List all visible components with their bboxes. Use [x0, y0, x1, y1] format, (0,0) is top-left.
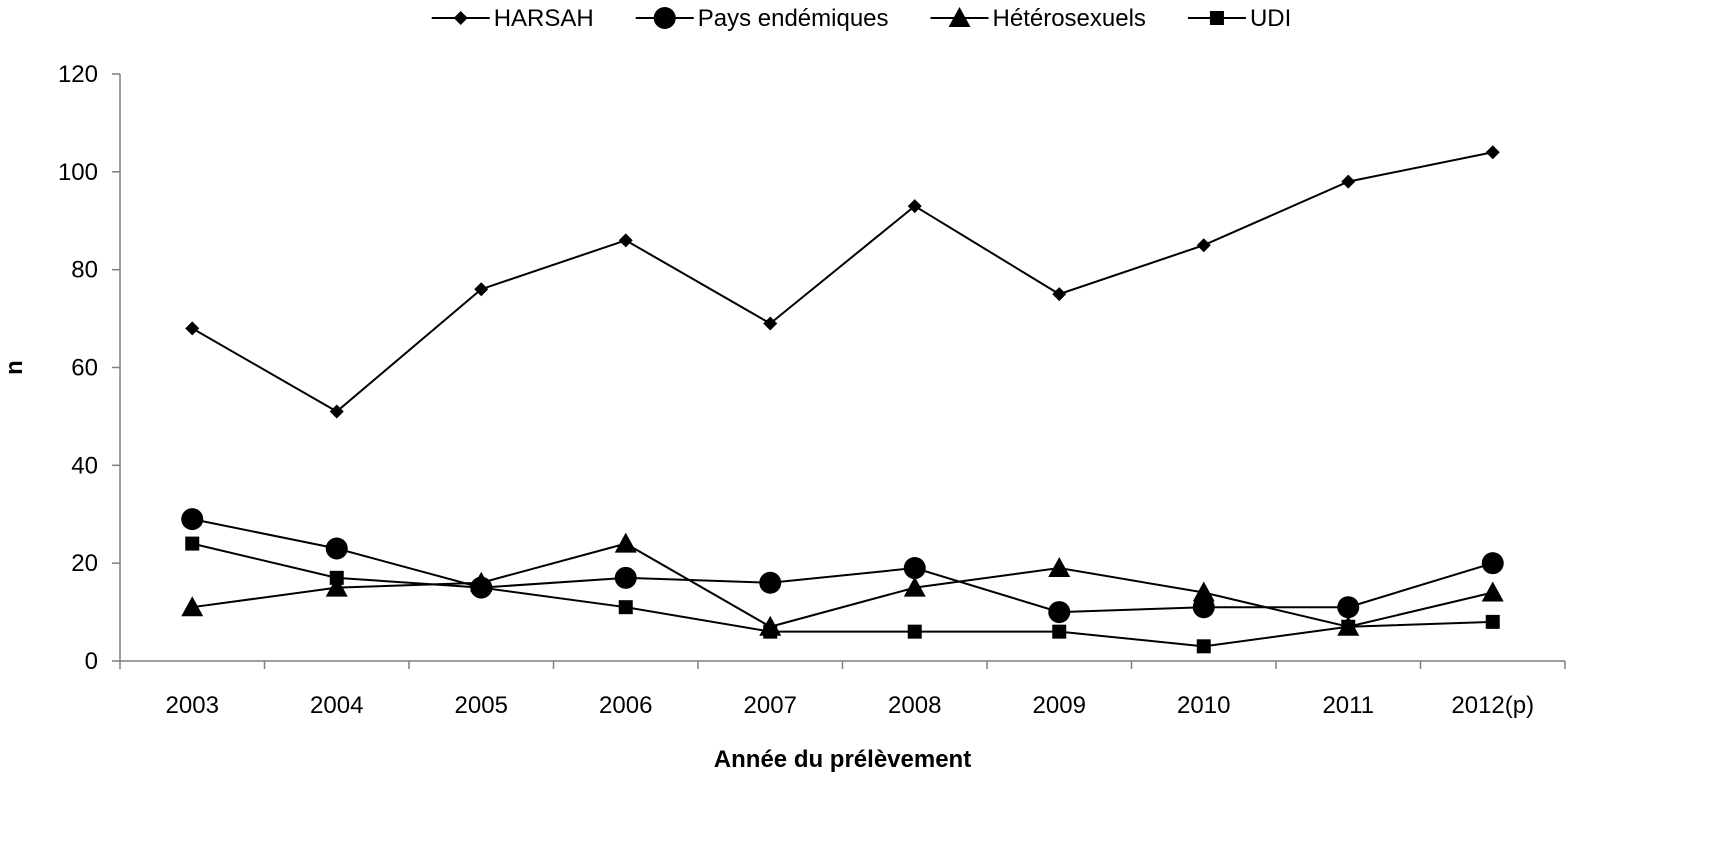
- legend-label: HARSAH: [494, 5, 594, 32]
- legend-item: UDI: [1187, 5, 1291, 32]
- y-ticks: 0 20 40 60 80 100 120: [58, 61, 120, 675]
- y-tick-label: 120: [58, 61, 98, 88]
- circle-marker: [903, 557, 926, 580]
- square-marker: [474, 580, 489, 595]
- square-marker: [1341, 619, 1356, 634]
- x-tick-label: 2012(p): [1451, 692, 1534, 719]
- x-tick-label: 2009: [1033, 692, 1086, 719]
- square-marker: [1052, 624, 1067, 639]
- series-layer: [181, 145, 1504, 654]
- x-tick-label: 2005: [455, 692, 508, 719]
- x-ticks: 2003 2004 2005 2006 2007 2008 2009 2010 2011 2012…: [119, 661, 1566, 719]
- x-tick-label: 2003: [166, 692, 219, 719]
- y-tick-label: 60: [71, 355, 98, 382]
- legend-label: Hétérosexuels: [993, 5, 1146, 32]
- diamond-marker: [329, 404, 344, 419]
- y-tick-label: 20: [71, 550, 98, 577]
- legend-item: Pays endémiques: [635, 5, 889, 32]
- series-circle: [181, 508, 1504, 624]
- diamond-marker: [453, 11, 468, 25]
- axes: 0 20 40 60 80 100 120 2003 2004 2005 2006 2007 2008…: [58, 61, 1566, 719]
- diamond-marker: [1341, 174, 1356, 189]
- diamond-marker: [185, 321, 200, 336]
- x-axis-title: Année du prélèvement: [714, 746, 971, 773]
- x-tick-label: 2007: [744, 692, 797, 719]
- series-square: [185, 536, 1500, 654]
- circle-marker: [614, 566, 637, 589]
- legend-label: Pays endémiques: [698, 5, 889, 32]
- y-axis-title: n: [1, 360, 28, 375]
- square-marker: [329, 570, 344, 585]
- series-diamond: [185, 145, 1500, 419]
- diamond-marker: [1052, 287, 1067, 302]
- square-marker: [1209, 11, 1224, 25]
- triangle-marker: [1192, 581, 1215, 602]
- square-marker: [1485, 614, 1500, 629]
- y-tick-label: 0: [85, 648, 98, 675]
- series-line: [192, 542, 1493, 648]
- circle-marker: [759, 571, 782, 594]
- series-line: [192, 542, 1493, 628]
- circle-marker: [181, 508, 204, 531]
- x-tick-label: 2011: [1322, 692, 1374, 719]
- triangle-marker: [1048, 557, 1071, 578]
- triangle-marker: [948, 7, 971, 27]
- circle-marker: [653, 7, 676, 29]
- legend: HARSAH Pays endémiques Hétérosexuels UDI: [431, 5, 1291, 32]
- diamond-marker: [907, 199, 922, 214]
- legend-item: HARSAH: [431, 5, 594, 32]
- square-marker: [618, 600, 633, 615]
- circle-marker: [1337, 596, 1360, 619]
- circle-marker: [1192, 596, 1215, 619]
- square-marker: [763, 624, 778, 639]
- x-tick-label: 2008: [888, 692, 941, 719]
- triangle-marker: [614, 532, 637, 553]
- y-tick-label: 100: [58, 159, 98, 186]
- square-marker: [1196, 639, 1211, 654]
- square-marker: [907, 624, 922, 639]
- diamond-marker: [1485, 145, 1500, 160]
- series-triangle: [181, 532, 1504, 636]
- y-tick-label: 40: [71, 452, 98, 479]
- triangle-marker: [1481, 581, 1504, 602]
- diamond-marker: [618, 233, 633, 248]
- triangle-marker: [903, 576, 926, 597]
- circle-marker: [1048, 601, 1071, 624]
- circle-marker: [1481, 552, 1504, 575]
- x-tick-label: 2010: [1177, 692, 1230, 719]
- x-tick-label: 2004: [310, 692, 363, 719]
- diamond-marker: [474, 282, 489, 297]
- x-tick-label: 2006: [599, 692, 652, 719]
- diamond-marker: [763, 316, 778, 331]
- y-tick-label: 80: [71, 257, 98, 284]
- triangle-marker: [325, 576, 348, 597]
- circle-marker: [325, 537, 348, 560]
- diamond-marker: [1196, 238, 1211, 253]
- legend-label: UDI: [1250, 5, 1291, 32]
- triangle-marker: [181, 596, 204, 617]
- series-line: [191, 151, 1493, 413]
- square-marker: [185, 536, 200, 551]
- series-line: [192, 518, 1494, 614]
- legend-item: Hétérosexuels: [930, 5, 1146, 32]
